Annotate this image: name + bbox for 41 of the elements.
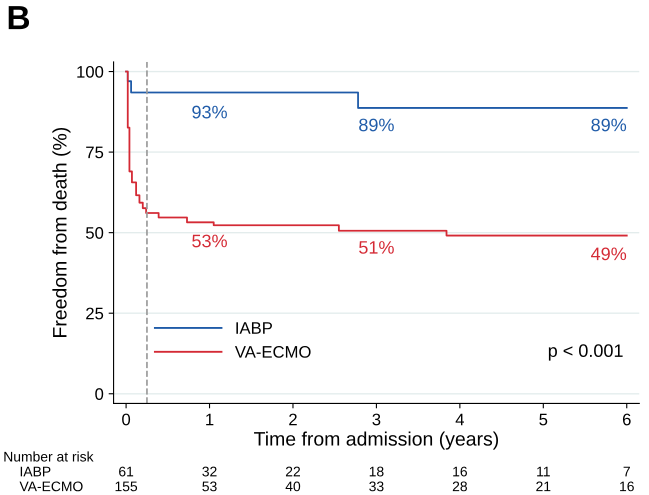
text: 40: [286, 481, 300, 492]
text: 61: [119, 466, 134, 476]
x-tick-label: 1: [206, 414, 214, 426]
text: 33: [369, 481, 384, 492]
annotation: 53%: [192, 234, 227, 248]
text: IABP: [20, 466, 50, 476]
y-tick-label: 50: [86, 227, 104, 239]
x-axis-title: Time from admission (years): [254, 431, 498, 450]
y-axis-title: Freedom from death (%): [52, 128, 70, 337]
y-tick-label: 100: [77, 66, 104, 78]
x-tick-label: 2: [289, 414, 297, 426]
text: 18: [370, 466, 384, 476]
text: VA-ECMO: [20, 481, 83, 492]
legend-label: IABP: [236, 322, 272, 334]
text: Number at risk: [4, 451, 94, 462]
text: 16: [620, 481, 634, 492]
annotation: 89%: [359, 118, 394, 132]
annotation: 93%: [192, 106, 227, 118]
text: 32: [202, 466, 217, 476]
x-tick-label: 4: [456, 414, 464, 426]
annotation: p < 0.001: [548, 344, 623, 361]
text: 21: [536, 481, 550, 492]
y-tick-label: 0: [95, 388, 104, 400]
text: 7: [624, 466, 630, 476]
text: 16: [453, 466, 467, 476]
x-tick-label: 3: [372, 414, 380, 426]
legend-label: VA-ECMO: [234, 346, 311, 358]
text: 53: [202, 481, 217, 492]
annotation: 51%: [359, 241, 394, 254]
annotation: 89%: [591, 118, 626, 132]
x-tick-label: 6: [622, 414, 631, 426]
chart-title: B: [8, 6, 30, 30]
text: 28: [452, 481, 467, 492]
text: 22: [286, 466, 300, 476]
y-tick-label: 75: [86, 146, 104, 158]
text: 155: [116, 482, 138, 492]
y-tick-label: 25: [86, 308, 104, 320]
x-tick-label: 5: [539, 414, 548, 426]
x-tick-label: 0: [122, 414, 130, 426]
text: 11: [537, 466, 550, 476]
annotation: 49%: [591, 247, 626, 260]
